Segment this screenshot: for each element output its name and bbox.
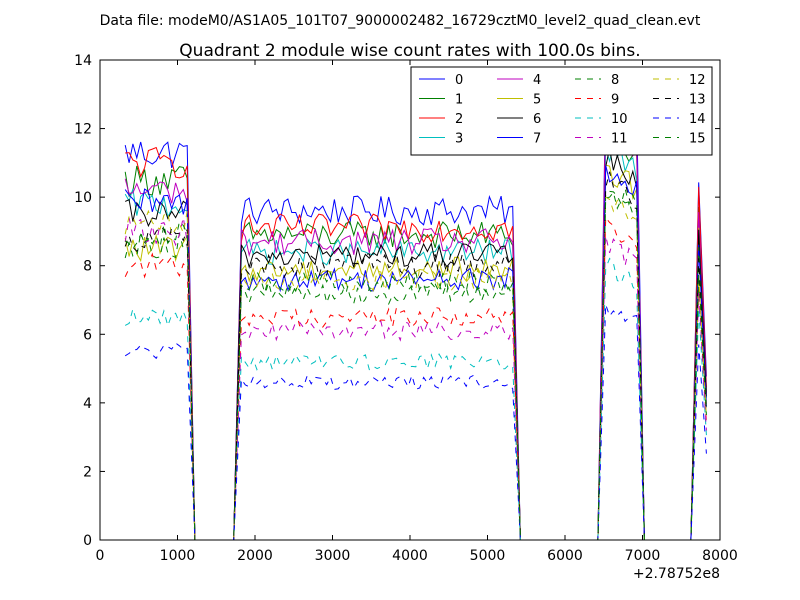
legend-box [410,66,713,156]
legend-label-6: 6 [533,112,541,127]
x-tick-label: 8000 [702,548,738,564]
series-line-10 [124,257,707,540]
legend-label-0: 0 [455,73,463,88]
series-line-5 [124,164,707,540]
x-tick-label: 7000 [625,548,661,564]
y-tick-label: 6 [83,327,92,343]
y-tick-label: 0 [83,533,92,549]
y-tick-label: 8 [83,259,92,275]
x-tick-label: 6000 [547,548,583,564]
legend-label-7: 7 [533,132,541,147]
x-tick-label: 5000 [470,548,506,564]
series-line-12 [124,196,707,540]
legend-label-8: 8 [611,73,619,88]
series-line-11 [124,217,707,540]
legend-label-1: 1 [455,93,463,108]
legend-label-14: 14 [689,112,706,127]
series-line-0 [124,94,707,540]
x-offset-label: +2.78752e8 [633,566,720,582]
figure-suptitle: Data file: modeM0/AS1A05_101T07_90000024… [100,13,701,29]
plot-frame [99,59,721,541]
legend-label-4: 4 [533,73,541,88]
chart-title: Quadrant 2 module wise count rates with … [179,41,640,61]
x-tick-label: 0 [96,548,105,564]
series-line-9 [124,216,707,540]
x-tick-label: 4000 [392,548,428,564]
legend-label-12: 12 [689,73,706,88]
y-tick-label: 12 [74,122,92,138]
legend-label-2: 2 [455,112,463,127]
legend-label-3: 3 [455,132,463,147]
axes: 0 1000 2000 3000 4000 5000 6000 7000 80000246810… [74,53,738,564]
series-line-6 [125,148,707,540]
legend-label-11: 11 [611,132,628,147]
y-tick-label: 2 [83,464,92,480]
series-line-14 [124,304,707,540]
series-line-8 [124,188,707,540]
y-tick-label: 10 [74,190,92,206]
y-tick-label: 14 [74,53,92,69]
legend-label-9: 9 [611,93,619,108]
series-line-1 [124,134,707,540]
legend-label-15: 15 [689,132,706,147]
x-tick-label: 2000 [237,548,273,564]
series-line-2 [125,110,707,540]
legend-label-5: 5 [533,93,541,108]
legend-label-13: 13 [689,93,706,108]
series-line-13 [124,171,707,540]
x-tick-label: 3000 [315,548,351,564]
series-line-4 [124,117,707,540]
series-lines [124,94,707,540]
x-tick-label: 1000 [160,548,196,564]
y-tick-label: 4 [83,396,92,412]
series-line-15 [124,191,707,540]
legend-label-10: 10 [611,112,628,127]
